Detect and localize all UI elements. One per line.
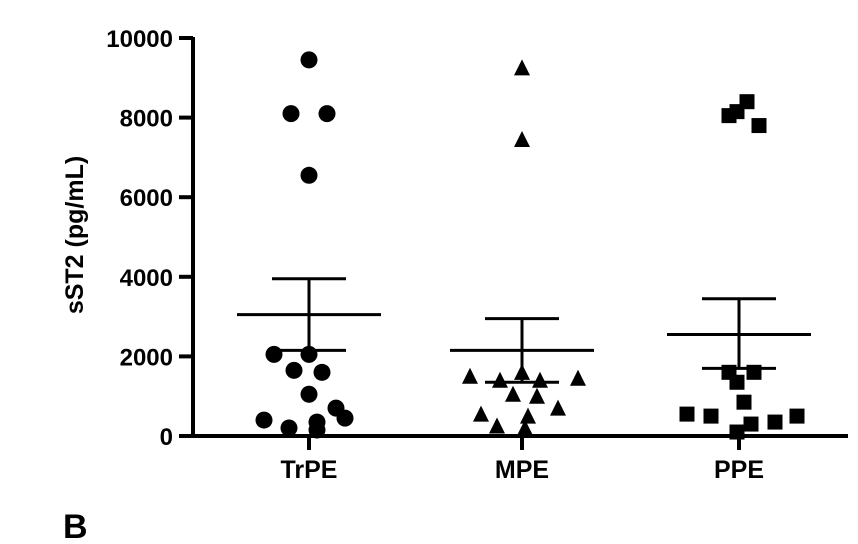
y-tick-label: 2000 <box>120 344 173 371</box>
data-point-triangle <box>532 371 548 388</box>
y-tick-label: 6000 <box>120 185 173 212</box>
data-point-circle <box>282 105 300 123</box>
data-point-circle <box>308 421 326 439</box>
data-point-triangle <box>514 130 530 147</box>
data-point-triangle <box>514 59 530 76</box>
data-point-circle <box>285 361 303 379</box>
y-axis: 0 2000 4000 6000 8000 10000 <box>106 26 195 451</box>
data-point-triangle <box>517 419 533 436</box>
data-point-triangle <box>489 417 505 434</box>
data-point-square <box>751 118 767 134</box>
mean-error-bars <box>237 277 811 384</box>
panel-label: B <box>63 508 88 544</box>
data-points <box>255 51 805 440</box>
data-point-triangle <box>505 385 521 402</box>
x-tick-label: PPE <box>714 456 764 484</box>
data-point-square <box>789 408 805 424</box>
data-point-square <box>729 374 745 390</box>
data-point-circle <box>300 51 318 69</box>
data-point-square <box>746 364 762 380</box>
data-point-triangle <box>529 387 545 404</box>
y-tick-label: 4000 <box>120 265 173 292</box>
data-point-square <box>721 108 737 124</box>
data-point-circle <box>255 411 273 429</box>
y-tick-label: 8000 <box>120 106 173 133</box>
data-point-circle <box>280 419 298 437</box>
data-point-circle <box>318 105 336 123</box>
y-tick-label: 10000 <box>106 26 173 53</box>
data-point-square <box>679 406 695 422</box>
y-axis-title: sST2 (pg/mL) <box>61 156 89 314</box>
data-point-circle <box>313 363 331 381</box>
data-point-triangle <box>462 367 478 384</box>
y-tick-label: 0 <box>160 424 173 451</box>
data-point-triangle <box>570 369 586 386</box>
data-point-square <box>767 414 783 430</box>
x-tick-label: TrPE <box>281 456 338 484</box>
x-axis: TrPE MPE PPE <box>191 434 848 484</box>
data-point-triangle <box>492 371 508 388</box>
data-point-circle <box>300 385 318 403</box>
data-point-circle <box>300 345 318 363</box>
data-point-triangle <box>473 405 489 422</box>
data-point-circle <box>300 166 318 184</box>
data-point-triangle <box>514 363 530 380</box>
data-point-square <box>703 408 719 424</box>
data-point-square <box>743 416 759 432</box>
data-point-square <box>736 394 752 410</box>
data-point-circle <box>336 409 354 427</box>
data-point-circle <box>265 345 283 363</box>
data-point-square <box>729 424 745 440</box>
data-point-triangle <box>520 407 536 424</box>
data-point-triangle <box>550 399 566 416</box>
x-tick-label: MPE <box>495 456 549 484</box>
